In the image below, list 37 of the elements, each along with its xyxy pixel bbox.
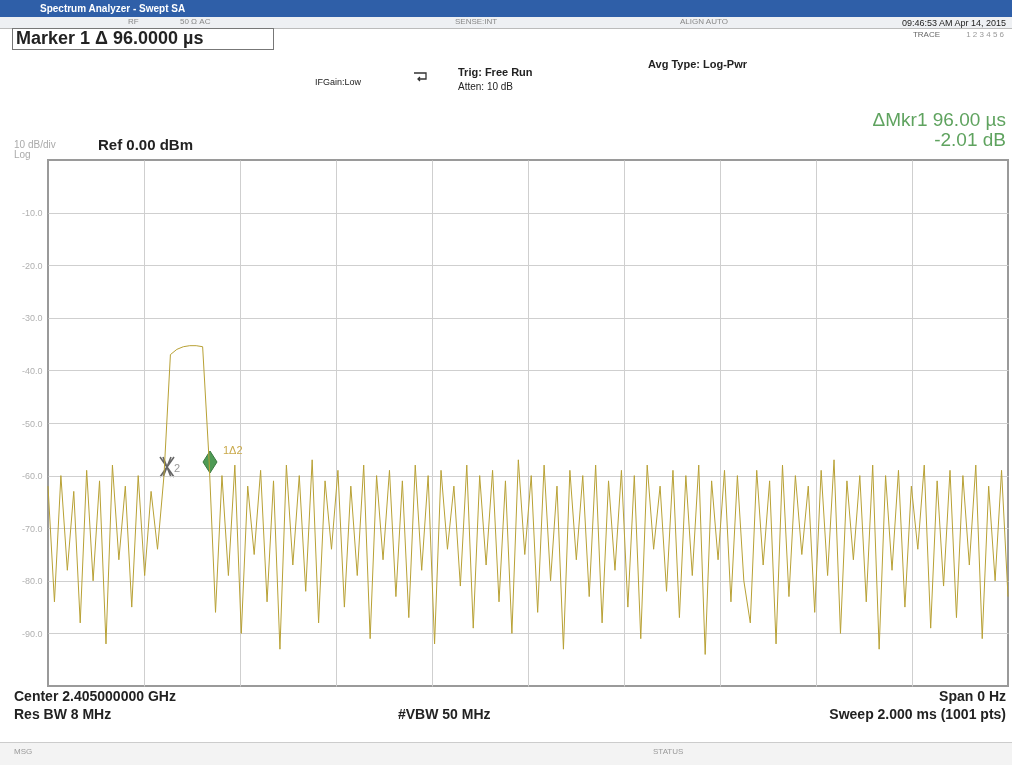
y-tick-label: -70.0 (21, 523, 43, 534)
text: TRACE (912, 30, 940, 40)
text: 50 Ω AC (180, 17, 211, 27)
y-tick-label: -10.0 (21, 208, 43, 219)
text: Res BW 8 MHz (14, 706, 112, 723)
text: 09:46:53 AM Apr 14, 2015 (901, 18, 1006, 29)
annotation: 1Δ2 (223, 444, 243, 457)
text: Marker 1 Δ 96.0000 µs (12, 28, 275, 50)
y-tick-label: -90.0 (21, 628, 43, 639)
text: Trig: Free Run (458, 66, 533, 79)
text: Avg Type: Log-Pwr (648, 58, 747, 71)
y-tick-label: -40.0 (21, 365, 43, 376)
y-tick-label: -30.0 (21, 313, 43, 324)
text: Atten: 10 dB (458, 81, 514, 92)
text: 1 2 3 4 5 6 (966, 30, 1004, 40)
y-tick-label: -50.0 (21, 418, 43, 429)
text: SENSE:INT (455, 17, 498, 27)
text: 10 dB/div (14, 139, 56, 150)
text: Ref 0.00 dBm (98, 136, 194, 154)
text: Log (14, 149, 31, 160)
text: -2.01 dB (934, 129, 1006, 151)
text: Span 0 Hz (939, 688, 1006, 705)
chart-title: Spectrum Analyzer - Swept SA (40, 3, 186, 14)
text: RF (128, 17, 139, 27)
text: ALIGN AUTO (680, 17, 728, 27)
text: ΔMkr1 96.00 µs (872, 109, 1006, 131)
text: #VBW 50 MHz (398, 706, 491, 723)
text: IFGain:Low (315, 77, 362, 88)
text: STATUS (653, 747, 684, 757)
text: Center 2.405000000 GHz (14, 688, 176, 705)
text: Sweep 2.000 ms (1001 pts) (829, 706, 1006, 723)
annotation: 2 (174, 462, 181, 475)
text: MSG (14, 747, 33, 757)
y-tick-label: -20.0 (21, 260, 43, 271)
y-tick-label: -60.0 (21, 471, 43, 482)
line-series (47, 345, 1009, 655)
y-tick-label: -80.0 (21, 576, 43, 587)
